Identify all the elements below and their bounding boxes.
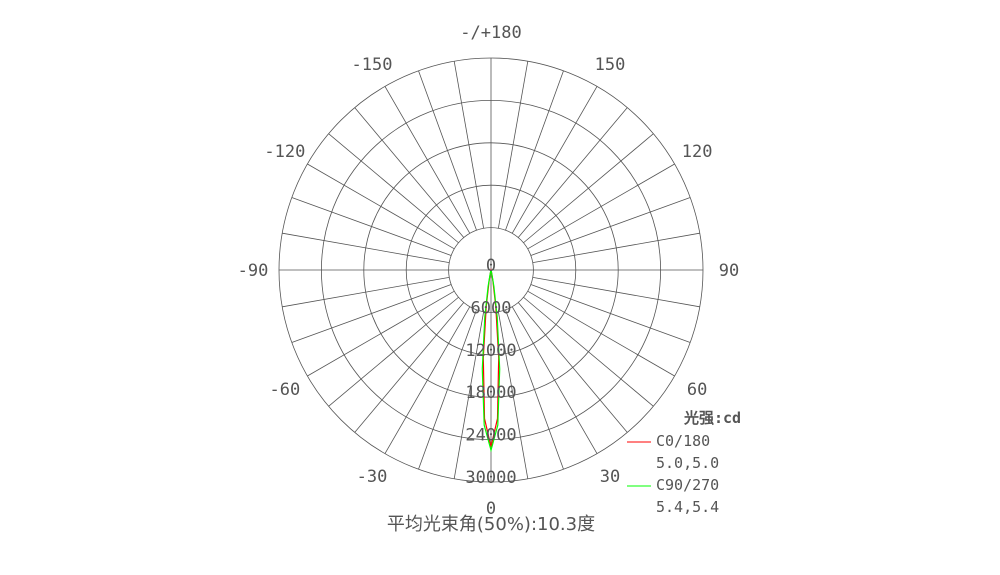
grid-spoke (291, 284, 452, 343)
grid-spoke (497, 311, 529, 479)
angle-tick-label: 60 (687, 380, 707, 400)
angle-tick-label: 30 (600, 467, 620, 487)
grid-spoke (530, 197, 691, 256)
angle-tick-label: 150 (595, 55, 626, 75)
grid-spoke (505, 309, 564, 470)
radial-tick-label: 18000 (465, 383, 516, 403)
angle-tick-labels: 0 30 60 90 120 150 -/+180 -150 -120 -90 -60 -30 (238, 23, 740, 519)
grid-spoke (307, 163, 455, 250)
grid-spoke (527, 290, 675, 377)
angle-tick-label: -60 (270, 380, 301, 400)
grid-spoke (453, 61, 485, 229)
grid-spoke (453, 311, 485, 479)
grid-spoke (527, 163, 675, 250)
grid-spoke (354, 302, 465, 433)
legend-beam-c90: 5.4,5.4 (656, 498, 719, 516)
series-group (481, 268, 501, 453)
grid-spoke (532, 232, 700, 264)
grid-spoke (511, 306, 598, 454)
grid-spoke (328, 296, 459, 407)
grid-spoke (418, 70, 477, 231)
radial-tick-label: 30000 (465, 468, 516, 488)
grid-spoke (354, 107, 465, 238)
legend-label-c90: C90/270 (656, 476, 719, 494)
grid-spoke (384, 306, 471, 454)
radial-tick-label: 24000 (465, 426, 516, 446)
angle-tick-label: 0 (486, 499, 496, 519)
chart-title: 平均光束角(50%):10.3度 (387, 514, 595, 535)
grid-spoke (505, 70, 564, 231)
angle-tick-label: -30 (357, 467, 388, 487)
grid-spoke (523, 133, 654, 244)
angle-tick-label: -90 (238, 261, 269, 281)
series-curve-C90/270 (481, 269, 501, 453)
radial-tick-label: 6000 (471, 298, 512, 318)
grid-spoke (497, 61, 529, 229)
angle-tick-label: -120 (264, 142, 305, 162)
polar-grid (278, 57, 704, 483)
grid-spoke (307, 290, 455, 377)
radial-tick-label: 12000 (465, 341, 516, 361)
grid-spoke (530, 284, 691, 343)
angle-tick-label: -/+180 (460, 23, 521, 43)
radial-tick-label: 0 (486, 256, 496, 276)
grid-spoke (418, 309, 477, 470)
grid-spoke (384, 86, 471, 234)
grid-spoke (532, 276, 700, 308)
grid-spoke (282, 276, 450, 308)
grid-spoke (517, 302, 628, 433)
unit-label: 光强:cd (683, 409, 741, 427)
grid-spoke (523, 296, 654, 407)
grid-spoke (328, 133, 459, 244)
angle-tick-label: 90 (719, 261, 739, 281)
grid-spoke (282, 232, 450, 264)
radial-tick-labels: 0 6000 12000 18000 24000 30000 (465, 256, 516, 488)
angle-tick-label: 120 (682, 142, 713, 162)
legend-label-c0: C0/180 (656, 432, 710, 450)
legend-beam-c0: 5.0,5.0 (656, 454, 719, 472)
grid-spoke (511, 86, 598, 234)
angle-tick-label: -150 (352, 55, 393, 75)
grid-spoke (517, 107, 628, 238)
grid-spoke (291, 197, 452, 256)
